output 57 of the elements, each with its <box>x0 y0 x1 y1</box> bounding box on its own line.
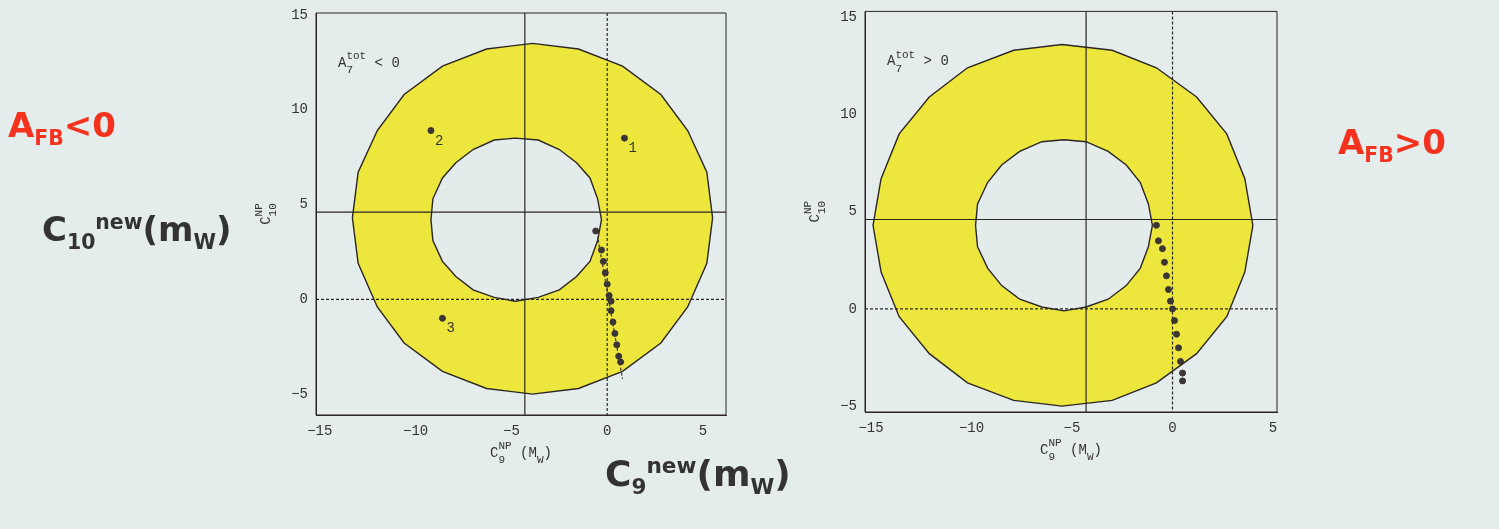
y-axis-title: C10NP <box>253 202 280 225</box>
point <box>1175 344 1183 352</box>
y-tick-label: 10 <box>840 106 857 123</box>
x-tick-label: 5 <box>698 423 708 440</box>
x-tick-label: −5 <box>503 423 520 440</box>
point <box>609 318 617 326</box>
y-tick-label: 15 <box>840 8 857 25</box>
point <box>607 307 615 315</box>
x-tick-label: 0 <box>603 423 612 440</box>
point <box>1160 258 1168 266</box>
x-tick-label: −10 <box>958 420 985 437</box>
y-tick-label: 5 <box>848 203 857 220</box>
annotation: 3 <box>446 320 455 337</box>
annotation: 1 <box>628 140 637 157</box>
text: A$_{FB}$>0 <box>1338 122 1446 167</box>
y-tick-label: 10 <box>291 101 308 118</box>
text: C$_{10}$$^{new}$(m$_{W}$) <box>42 209 232 255</box>
point <box>1166 297 1174 305</box>
point <box>603 280 611 288</box>
point <box>597 246 605 254</box>
y-tick-label: 15 <box>291 6 308 23</box>
text: A$_{FB}$<0 <box>8 105 116 150</box>
x-tick-label: −5 <box>1063 420 1081 437</box>
point <box>1179 377 1187 385</box>
point <box>1171 317 1178 325</box>
point <box>1154 237 1162 245</box>
point <box>617 358 625 366</box>
x-tick-label: 0 <box>1168 420 1177 437</box>
point <box>601 269 609 277</box>
point <box>592 227 600 235</box>
point <box>613 341 621 349</box>
y-tick-label: −5 <box>291 385 308 402</box>
annotation: 2 <box>434 132 444 149</box>
x-tick-label: −10 <box>403 423 429 440</box>
x-tick-label: −15 <box>858 420 884 437</box>
y-tick-label: 5 <box>299 196 308 213</box>
point <box>607 297 615 305</box>
x-tick-label: 5 <box>1268 420 1278 437</box>
point <box>599 257 607 265</box>
x-tick-label: −15 <box>307 423 333 440</box>
point <box>1177 357 1185 365</box>
y-tick-label: −5 <box>840 397 857 414</box>
point <box>1168 305 1176 313</box>
point <box>1162 272 1170 280</box>
point <box>1173 330 1181 338</box>
point <box>1152 221 1160 229</box>
point <box>620 134 628 142</box>
text: C$_{9}$$^{new}$(m$_{W}$) <box>605 453 791 500</box>
y-tick-label: 0 <box>299 291 308 308</box>
point <box>1164 285 1172 293</box>
y-tick-label: 0 <box>848 300 857 317</box>
point <box>611 329 619 337</box>
point <box>1179 369 1187 377</box>
point <box>1158 245 1166 253</box>
y-axis-title: C10NP <box>802 200 829 223</box>
point <box>438 314 446 322</box>
point <box>427 127 435 135</box>
